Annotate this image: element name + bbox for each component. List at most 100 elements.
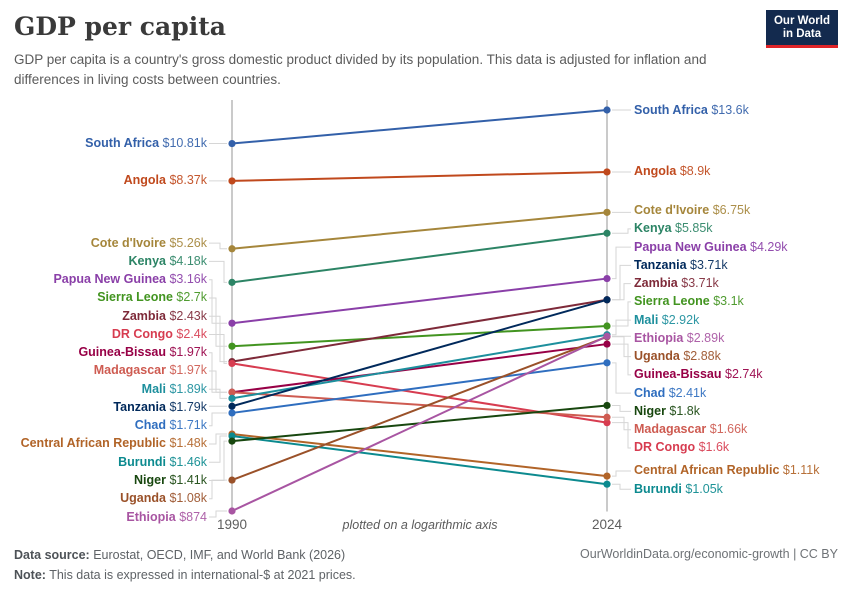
country-label-2024-chad[interactable]: Chad $2.41k — [634, 386, 706, 401]
label-connector-chad-2024 — [612, 362, 631, 394]
country-label-1990-chad[interactable]: Chad $1.71k — [135, 418, 207, 433]
data-point-tanzania-1990[interactable] — [228, 402, 236, 410]
country-value: $4.18k — [165, 253, 207, 268]
country-name: Central African Republic — [20, 436, 166, 451]
country-label-1990-dr-congo[interactable]: DR Congo $2.4k — [112, 327, 207, 342]
data-point-sierra-leone-2024[interactable] — [603, 322, 611, 330]
country-value: $1.46k — [165, 454, 207, 469]
data-point-papua-new-guinea-2024[interactable] — [603, 274, 611, 283]
slope-line-madagascar[interactable] — [231, 391, 608, 419]
country-value: $1.6k — [695, 440, 730, 455]
country-name: Angola — [123, 173, 166, 188]
country-label-1990-uganda[interactable]: Uganda $1.08k — [120, 491, 207, 506]
slope-line-zambia[interactable] — [231, 298, 608, 363]
country-label-2024-sierra-leone[interactable]: Sierra Leone $3.1k — [634, 294, 744, 309]
data-point-south-africa-1990[interactable] — [228, 139, 236, 148]
data-point-angola-2024[interactable] — [603, 168, 611, 176]
country-label-2024-mali[interactable]: Mali $2.92k — [634, 313, 699, 328]
slope-line-kenya[interactable] — [231, 232, 608, 284]
slope-line-cote-d-ivoire[interactable] — [231, 211, 608, 250]
country-label-1990-ethiopia[interactable]: Ethiopia $874 — [126, 510, 207, 525]
country-name: South Africa — [634, 102, 708, 117]
slope-line-ethiopia[interactable] — [231, 335, 608, 512]
owid-logo[interactable]: Our World in Data — [765, 10, 838, 48]
country-label-1990-cote-d-ivoire[interactable]: Cote d'Ivoire $5.26k — [91, 236, 207, 251]
country-label-1990-niger[interactable]: Niger $1.41k — [134, 473, 207, 488]
data-point-madagascar-1990[interactable] — [228, 388, 236, 396]
slope-line-angola[interactable] — [231, 170, 608, 182]
country-label-1990-madagascar[interactable]: Madagascar $1.97k — [94, 363, 207, 378]
country-label-2024-burundi[interactable]: Burundi $1.05k — [634, 482, 723, 497]
data-point-mali-1990[interactable] — [228, 394, 236, 402]
data-point-burundi-2024[interactable] — [603, 480, 611, 488]
country-label-1990-tanzania[interactable]: Tanzania $1.79k — [113, 400, 207, 415]
data-point-niger-1990[interactable] — [228, 437, 236, 445]
country-label-2024-zambia[interactable]: Zambia $3.71k — [634, 276, 719, 291]
data-point-kenya-1990[interactable] — [228, 278, 236, 286]
data-point-uganda-1990[interactable] — [228, 476, 236, 484]
slope-line-tanzania[interactable] — [231, 298, 608, 408]
country-label-1990-south-africa[interactable]: South Africa $10.81k — [85, 136, 207, 151]
country-label-2024-uganda[interactable]: Uganda $2.88k — [634, 349, 721, 364]
country-label-2024-madagascar[interactable]: Madagascar $1.66k — [634, 422, 747, 437]
data-point-kenya-2024[interactable] — [603, 229, 611, 237]
country-label-2024-central-african-republic[interactable]: Central African Republic $1.11k — [634, 463, 819, 478]
country-name: Madagascar — [93, 363, 166, 378]
slope-line-uganda[interactable] — [231, 335, 608, 482]
data-point-angola-1990[interactable] — [228, 177, 236, 185]
data-point-niger-2024[interactable] — [603, 401, 611, 410]
country-value: $1.97k — [165, 345, 207, 360]
data-point-papua-new-guinea-1990[interactable] — [228, 319, 236, 327]
country-label-1990-sierra-leone[interactable]: Sierra Leone $2.7k — [97, 290, 207, 305]
data-point-cote-d-ivoire-2024[interactable] — [603, 208, 611, 216]
country-label-1990-mali[interactable]: Mali $1.89k — [142, 382, 207, 397]
data-point-central-african-republic-2024[interactable] — [603, 472, 611, 480]
country-label-1990-kenya[interactable]: Kenya $4.18k — [128, 254, 207, 269]
data-point-chad-2024[interactable] — [603, 359, 611, 367]
slope-line-central-african-republic[interactable] — [231, 433, 608, 478]
data-point-sierra-leone-1990[interactable] — [228, 342, 236, 350]
data-point-ethiopia-1990[interactable] — [228, 507, 236, 515]
data-point-dr-congo-1990[interactable] — [228, 359, 236, 368]
slope-line-chad[interactable] — [231, 361, 608, 414]
country-label-2024-ethiopia[interactable]: Ethiopia $2.89k — [634, 331, 724, 346]
country-label-2024-cote-d-ivoire[interactable]: Cote d'Ivoire $6.75k — [634, 203, 750, 218]
country-label-2024-guinea-bissau[interactable]: Guinea-Bissau $2.74k — [634, 367, 763, 382]
country-label-2024-papua-new-guinea[interactable]: Papua New Guinea $4.29k — [634, 240, 788, 255]
data-point-cote-d-ivoire-1990[interactable] — [228, 245, 236, 253]
country-label-1990-papua-new-guinea[interactable]: Papua New Guinea $3.16k — [53, 272, 207, 287]
label-connector-burundi-2024 — [612, 483, 631, 490]
country-label-2024-south-africa[interactable]: South Africa $13.6k — [634, 103, 749, 118]
footer-attribution[interactable]: OurWorldinData.org/economic-growth | CC … — [580, 547, 838, 561]
data-point-burundi-1990[interactable] — [228, 432, 236, 440]
country-label-1990-central-african-republic[interactable]: Central African Republic $1.48k — [21, 436, 207, 451]
data-point-dr-congo-2024[interactable] — [603, 419, 611, 427]
data-point-south-africa-2024[interactable] — [603, 106, 611, 114]
country-value: $4.29k — [746, 239, 788, 254]
slope-line-burundi[interactable] — [231, 435, 608, 486]
data-point-chad-1990[interactable] — [228, 409, 236, 417]
country-label-1990-angola[interactable]: Angola $8.37k — [124, 173, 207, 188]
country-label-1990-burundi[interactable]: Burundi $1.46k — [118, 455, 207, 470]
country-label-2024-dr-congo[interactable]: DR Congo $1.6k — [634, 440, 729, 455]
country-label-1990-guinea-bissau[interactable]: Guinea-Bissau $1.97k — [78, 345, 207, 360]
slope-line-south-africa[interactable] — [231, 109, 608, 145]
data-point-madagascar-2024[interactable] — [603, 413, 611, 421]
slope-line-sierra-leone[interactable] — [231, 325, 608, 348]
country-label-2024-tanzania[interactable]: Tanzania $3.71k — [634, 258, 728, 273]
country-label-1990-zambia[interactable]: Zambia $2.43k — [122, 309, 207, 324]
country-label-2024-angola[interactable]: Angola $8.9k — [634, 164, 710, 179]
label-connector-sierra-leone-1990 — [209, 297, 227, 347]
data-point-guinea-bissau-2024[interactable] — [603, 340, 611, 348]
data-point-tanzania-2024[interactable] — [603, 296, 611, 304]
country-value: $13.6k — [707, 102, 749, 117]
country-value: $2.4k — [172, 326, 207, 341]
country-label-2024-kenya[interactable]: Kenya $5.85k — [634, 221, 713, 236]
data-point-ethiopia-2024[interactable] — [603, 332, 611, 340]
slope-line-papua-new-guinea[interactable] — [231, 277, 608, 325]
country-name: DR Congo — [634, 440, 696, 455]
slope-line-guinea-bissau[interactable] — [231, 343, 608, 394]
label-connector-niger-1990 — [209, 440, 227, 481]
country-label-2024-niger[interactable]: Niger $1.8k — [634, 404, 700, 419]
